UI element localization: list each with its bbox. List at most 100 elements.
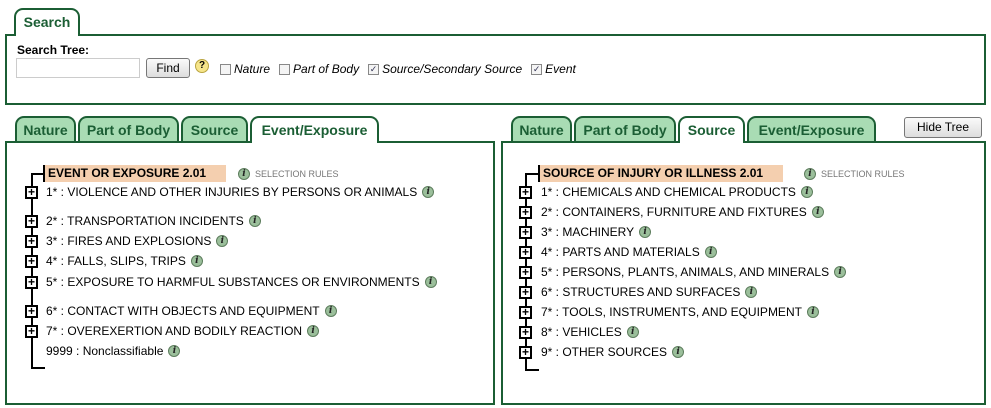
tree-item[interactable]: 9999 : Nonclassifiable i [46, 343, 181, 359]
tree-item[interactable]: 3* : FIRES AND EXPLOSIONS i [46, 233, 229, 249]
hide-tree-button[interactable]: Hide Tree [904, 117, 982, 138]
tab-part-of-body[interactable]: Part of Body [574, 116, 676, 141]
tree-item-label[interactable]: 9999 : Nonclassifiable [46, 344, 164, 358]
tree-item-label[interactable]: 5* : PERSONS, PLANTS, ANIMALS, AND MINER… [541, 265, 830, 279]
option-label: Source/Secondary Source [382, 62, 523, 76]
info-icon[interactable]: i [626, 326, 639, 338]
info-icon[interactable]: i [745, 286, 758, 298]
option-label: Nature [234, 62, 271, 76]
expand-plus-icon[interactable]: + [519, 326, 532, 339]
tree-item[interactable]: 1* : VIOLENCE AND OTHER INJURIES BY PERS… [46, 184, 435, 200]
search-input[interactable] [16, 58, 140, 78]
tab-nature[interactable]: Nature [15, 116, 76, 141]
info-icon[interactable]: i [424, 276, 437, 288]
expand-plus-icon[interactable]: + [25, 325, 38, 338]
tab-event-exposure[interactable]: Event/Exposure [250, 116, 379, 143]
tree-item-label[interactable]: 4* : PARTS AND MATERIALS [541, 245, 700, 259]
info-icon[interactable]: i [800, 186, 813, 198]
find-button[interactable]: Find [146, 58, 190, 78]
tree-item-label[interactable]: 3* : FIRES AND EXPLOSIONS [46, 234, 212, 248]
expand-plus-icon[interactable]: + [519, 186, 532, 199]
checkbox[interactable] [220, 63, 231, 75]
info-icon[interactable]: i [324, 305, 337, 317]
search-tree-label: Search Tree: [17, 43, 90, 57]
expand-plus-icon[interactable]: + [519, 246, 532, 259]
tree-item-label[interactable]: 7* : OVEREXERTION AND BODILY REACTION [46, 324, 303, 338]
tree-item-label[interactable]: 2* : CONTAINERS, FURNITURE AND FIXTURES [541, 205, 807, 219]
tab-search[interactable]: Search [14, 8, 80, 36]
tree-item-label[interactable]: 2* : TRANSPORTATION INCIDENTS [46, 214, 244, 228]
tree-item-label[interactable]: 3* : MACHINERY [541, 225, 635, 239]
selection-rules-link[interactable]: SELECTION RULES [255, 169, 339, 179]
tab-part-of-body[interactable]: Part of Body [78, 116, 179, 141]
expand-plus-icon[interactable]: + [519, 306, 532, 319]
tree-item-label[interactable]: 1* : VIOLENCE AND OTHER INJURIES BY PERS… [46, 185, 418, 199]
tab-event-exposure[interactable]: Event/Exposure [747, 116, 876, 141]
tree-item[interactable]: 9* : OTHER SOURCES i [541, 344, 685, 360]
info-icon[interactable]: i [238, 168, 250, 180]
checkbox[interactable]: ✓ [531, 63, 543, 75]
expand-plus-icon[interactable]: + [519, 266, 532, 279]
tree-item[interactable]: 5* : PERSONS, PLANTS, ANIMALS, AND MINER… [541, 264, 847, 280]
tree-item-label[interactable]: 4* : FALLS, SLIPS, TRIPS [46, 254, 186, 268]
expand-plus-icon[interactable]: + [25, 186, 38, 199]
tree-item-label[interactable]: 9* : OTHER SOURCES [541, 345, 668, 359]
option-checkbox[interactable]: Part of Body [279, 62, 359, 76]
tree-item[interactable]: 4* : FALLS, SLIPS, TRIPS i [46, 253, 203, 269]
info-icon[interactable]: i [422, 186, 435, 198]
tree-item-label[interactable]: 1* : CHEMICALS AND CHEMICAL PRODUCTS [541, 185, 796, 199]
tree-item-label[interactable]: 6* : STRUCTURES AND SURFACES [541, 285, 741, 299]
expand-plus-icon[interactable]: + [519, 206, 532, 219]
search-panel: Search Tree: Find ? Nature Part of Body ✓ S… [5, 34, 986, 105]
info-icon[interactable]: i [811, 206, 824, 218]
tree-item-label[interactable]: 6* : CONTACT WITH OBJECTS AND EQUIPMENT [46, 304, 320, 318]
info-icon[interactable]: i [168, 345, 181, 357]
info-icon[interactable]: i [190, 255, 203, 267]
tree-item[interactable]: 7* : OVEREXERTION AND BODILY REACTION i [46, 323, 320, 339]
right-tree-panel: SOURCE OF INJURY OR ILLNESS 2.01 i SELECT… [501, 141, 986, 405]
info-icon[interactable]: i [672, 346, 685, 358]
tree-item[interactable]: 6* : CONTACT WITH OBJECTS AND EQUIPMENT i [46, 303, 337, 319]
tree-item[interactable]: 7* : TOOLS, INSTRUMENTS, AND EQUIPMENT i [541, 304, 819, 320]
tab-source[interactable]: Source [181, 116, 248, 141]
selection-rules-link[interactable]: SELECTION RULES [821, 169, 905, 179]
tree-item-label[interactable]: 5* : EXPOSURE TO HARMFUL SUBSTANCES OR E… [46, 275, 420, 289]
tree-item[interactable]: 6* : STRUCTURES AND SURFACES i [541, 284, 758, 300]
tree-item[interactable]: 5* : EXPOSURE TO HARMFUL SUBSTANCES OR E… [46, 274, 437, 290]
info-icon[interactable]: i [307, 325, 320, 337]
expand-plus-icon[interactable]: + [25, 305, 38, 318]
left-tree-panel: EVENT OR EXPOSURE 2.01 i SELECTION RULES … [5, 141, 495, 405]
tree-header: EVENT OR EXPOSURE 2.01 [43, 165, 227, 182]
option-checkbox[interactable]: ✓ Source/Secondary Source [368, 62, 522, 76]
expand-plus-icon[interactable]: + [25, 255, 38, 268]
checkbox[interactable]: ✓ [368, 63, 380, 75]
option-checkbox[interactable]: Nature [220, 62, 270, 76]
tree-item-label[interactable]: 8* : VEHICLES [541, 325, 622, 339]
expand-plus-icon[interactable]: + [25, 235, 38, 248]
option-checkbox[interactable]: ✓ Event [531, 62, 576, 76]
expand-plus-icon[interactable]: + [519, 226, 532, 239]
expand-plus-icon[interactable]: + [519, 286, 532, 299]
expand-plus-icon[interactable]: + [25, 215, 38, 228]
info-icon[interactable]: i [248, 215, 261, 227]
info-icon[interactable]: i [639, 226, 652, 238]
info-icon[interactable]: i [804, 168, 816, 180]
tree-item[interactable]: 2* : CONTAINERS, FURNITURE AND FIXTURES i [541, 204, 824, 220]
info-icon[interactable]: i [834, 266, 847, 278]
tab-nature[interactable]: Nature [511, 116, 572, 141]
help-question-icon[interactable]: ? [195, 59, 209, 73]
info-icon[interactable]: i [806, 306, 819, 318]
tree-item[interactable]: 8* : VEHICLES i [541, 324, 639, 340]
tree-item[interactable]: 3* : MACHINERY i [541, 224, 652, 240]
expand-plus-icon[interactable]: + [519, 346, 532, 359]
tree-item[interactable]: 2* : TRANSPORTATION INCIDENTS i [46, 213, 261, 229]
info-icon[interactable]: i [704, 246, 717, 258]
tree-header: SOURCE OF INJURY OR ILLNESS 2.01 [538, 165, 784, 182]
tree-item[interactable]: 1* : CHEMICALS AND CHEMICAL PRODUCTS i [541, 184, 813, 200]
tree-item-label[interactable]: 7* : TOOLS, INSTRUMENTS, AND EQUIPMENT [541, 305, 802, 319]
tree-item[interactable]: 4* : PARTS AND MATERIALS i [541, 244, 717, 260]
tab-source[interactable]: Source [678, 116, 745, 143]
info-icon[interactable]: i [216, 235, 229, 247]
checkbox[interactable] [279, 63, 291, 75]
expand-plus-icon[interactable]: + [25, 276, 38, 289]
